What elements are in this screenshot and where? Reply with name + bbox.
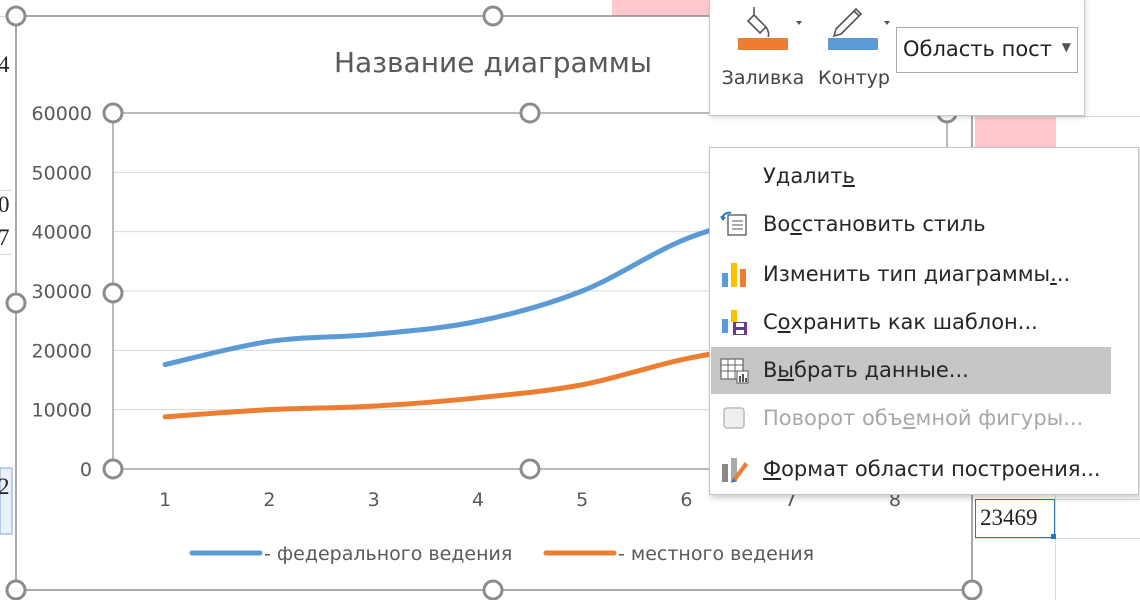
menu-item-select-data[interactable]: Выбрать данные...	[711, 347, 1111, 394]
cell-value[interactable]: 23469	[980, 505, 1038, 530]
selection-handle[interactable]	[1051, 534, 1056, 539]
rotation-3d-icon	[723, 407, 745, 429]
chart-handle[interactable]	[5, 292, 27, 314]
series-lines[interactable]	[162, 205, 794, 420]
save-template-icon	[722, 310, 747, 335]
x-tick-label: 5	[576, 489, 588, 511]
cell-text: 4	[0, 52, 10, 77]
x-tick-label: 1	[159, 489, 171, 511]
cell-text: 7	[0, 225, 10, 250]
menu-item-label: Поворот объемной фигуры...	[763, 406, 1084, 430]
chart-element-select-value: Область постр	[903, 37, 1053, 61]
menu-item-save-template[interactable]: Сохранить как шаблон...	[711, 299, 1111, 346]
cell-text: 0	[0, 192, 10, 217]
legend-entry[interactable]: - местного ведения	[618, 543, 814, 565]
pencil-icon	[828, 7, 890, 50]
legend-entry[interactable]: - федерального ведения	[264, 543, 512, 565]
fill-color-swatch	[738, 38, 788, 50]
chart-handle[interactable]	[482, 5, 504, 27]
menu-item-delete[interactable]: Удалить	[711, 153, 1111, 200]
y-tick-label: 10000	[32, 400, 92, 422]
plot-handle[interactable]	[519, 102, 541, 124]
plot-handle[interactable]	[102, 102, 124, 124]
selected-cell-left	[0, 467, 13, 535]
menu-item-label: Выбрать данные...	[763, 358, 969, 382]
highlighted-cell-top	[612, 0, 710, 16]
x-tick-label: 6	[680, 489, 692, 511]
y-tick-label: 20000	[32, 340, 92, 362]
series-line-2[interactable]	[162, 338, 794, 420]
chevron-down-icon[interactable]: ▼	[1061, 40, 1071, 54]
chart-handle[interactable]	[5, 579, 27, 600]
chart-element-select[interactable]: Область постр ▼	[896, 27, 1078, 73]
x-tick-label: 3	[368, 489, 380, 511]
menu-item-change-chart-type[interactable]: Изменить тип диаграммы...	[711, 251, 1111, 298]
chart-handle[interactable]	[961, 579, 983, 600]
menu-item-3d-rotation: Поворот объемной фигуры...	[711, 395, 1111, 442]
menu-item-label: Изменить тип диаграммы...	[763, 262, 1071, 286]
menu-item-reset-style[interactable]: Восстановить стиль	[711, 201, 1111, 248]
format-mini-toolbar: Заливка Контур Область постр ▼	[709, 0, 1085, 116]
chart-type-icon	[722, 263, 746, 287]
outline-label: Контур	[818, 67, 890, 89]
x-tick-label: 2	[263, 489, 275, 511]
y-tick-label: 60000	[32, 103, 92, 125]
outline-button[interactable]: Контур	[814, 0, 894, 115]
series-line-1[interactable]	[162, 205, 794, 368]
plot-handle[interactable]	[102, 282, 124, 304]
menu-item-label: Удалить	[763, 164, 855, 188]
selection-handles[interactable]	[5, 5, 983, 600]
y-tick-label: 30000	[32, 281, 92, 303]
chart-handle[interactable]	[482, 579, 504, 600]
legend[interactable]: - федерального ведения - местного ведения	[189, 543, 814, 565]
outline-color-swatch	[828, 38, 878, 50]
format-plot-area-icon	[722, 458, 748, 483]
x-tick-label: 4	[472, 489, 484, 511]
menu-item-label: Формат области построения...	[763, 457, 1101, 481]
menu-item-format-plot-area[interactable]: Формат области построения...	[711, 446, 1111, 493]
plot-handle[interactable]	[102, 458, 124, 480]
plot-handle[interactable]	[519, 458, 541, 480]
menu-item-label: Сохранить как шаблон...	[763, 310, 1038, 334]
select-data-icon	[720, 358, 749, 384]
y-tick-label: 40000	[32, 222, 92, 244]
reset-style-icon	[720, 211, 747, 236]
selected-cell[interactable]	[975, 499, 1055, 538]
chart-handle[interactable]	[5, 5, 27, 27]
paint-bucket-icon	[738, 7, 802, 50]
chart-title[interactable]: Название диаграммы	[334, 46, 652, 79]
cell-text: 2	[0, 474, 10, 499]
menu-item-label: Восстановить стиль	[763, 212, 986, 236]
y-axis-labels: 0 10000 20000 30000 40000 50000 60000	[32, 103, 92, 481]
fill-label: Заливка	[721, 67, 805, 89]
y-tick-label: 0	[80, 459, 92, 481]
highlighted-cell-right	[975, 116, 1055, 148]
context-menu: Удалить Восстановить стиль Изменить тип …	[709, 147, 1139, 495]
y-tick-label: 50000	[32, 162, 92, 184]
fill-button[interactable]: Заливка	[716, 0, 810, 115]
